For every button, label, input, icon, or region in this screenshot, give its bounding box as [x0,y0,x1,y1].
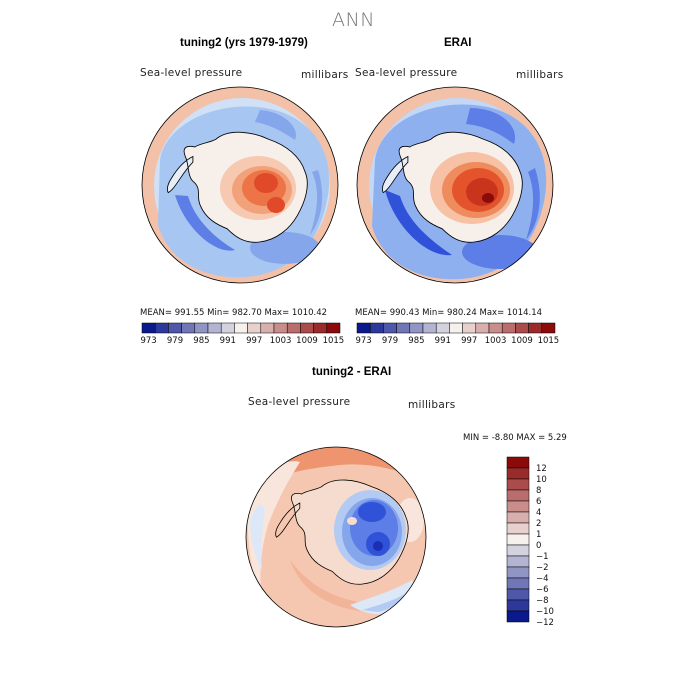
p3-colorbar-swatch [506,599,530,612]
p2-colorbar-label: 1009 [511,336,533,346]
p3-colorbar-label: 0 [536,541,541,551]
p3-colorbar-label: 1 [536,530,541,540]
p1-colorbar-swatch [313,322,328,334]
p2-colorbar-label: 973 [355,336,371,346]
p1-colorbar-swatch [181,322,196,334]
p1-colorbar-swatch [194,322,209,334]
p2-colorbar-swatch [409,322,424,334]
panel-3-units-label: millibars [408,399,456,411]
panel-1-variable-label: Sea-level pressure [140,67,243,79]
p1-colorbar-label: 979 [167,336,183,346]
p2-colorbar-swatch [422,322,437,334]
p1-colorbar-label: 991 [220,336,236,346]
p1-colorbar-label: 1015 [323,336,345,346]
p1-colorbar-swatch [234,322,248,334]
p1-colorbar-swatch [207,322,222,334]
p1-colorbar-swatch [273,322,288,334]
p2-colorbar-swatch [515,322,529,334]
p1-colorbar-swatch [168,322,182,334]
panel-1-colorbar: 973 979 985 991 997 1003 1009 1015 [140,322,345,346]
p2-colorbar-label: 991 [435,336,451,346]
panel-2-units-label: millibars [516,69,564,81]
panel-3-stats: MIN = -8.80 MAX = 5.29 [463,433,567,443]
p3-colorbar-swatch [506,456,530,469]
p2-colorbar-swatch [383,322,397,334]
p1-colorbar-swatch [286,322,301,334]
figure-title: ANN [332,9,375,31]
p2-colorbar-swatch [369,322,384,334]
p2-colorbar-swatch [396,322,411,334]
p2-colorbar-swatch [356,322,371,334]
panel-2-variable-label: Sea-level pressure [355,67,458,79]
p3-colorbar-label: −4 [536,574,549,584]
p2-colorbar-swatch [488,322,503,334]
p1-colorbar-label: 1003 [270,336,292,346]
p2-colorbar-label: 985 [408,336,424,346]
p2-colorbar-swatch [449,322,463,334]
p1-colorbar-swatch [154,322,169,334]
p3-colorbar-swatch [506,467,530,480]
p3-colorbar-label: 12 [536,464,547,474]
p1-colorbar-swatch [260,322,275,334]
panel-3-title: tuning2 - ERAI [312,366,392,378]
p2-colorbar-swatch [475,322,490,334]
p2-colorbar-swatch [462,322,477,334]
p1-colorbar-swatch [326,322,341,334]
panel-1-map [141,86,339,284]
p3-colorbar-label: −1 [536,552,549,562]
p1-colorbar-label: 985 [193,336,209,346]
p2-colorbar-swatch [541,322,556,334]
p3-colorbar-swatch [506,555,530,568]
p3-colorbar-swatch [506,478,530,491]
p3-colorbar-label: −6 [536,585,549,595]
p1-colorbar-swatch [141,322,156,334]
p1-colorbar-label: 973 [140,336,156,346]
p3-colorbar-swatch [506,522,530,535]
p3-colorbar-label: 10 [536,475,547,485]
p3-colorbar-label: 6 [536,497,541,507]
p2-colorbar-swatch [501,322,516,334]
panel-3-map [245,446,427,628]
panel-1-units-label: millibars [301,69,349,81]
p3-colorbar-label: −2 [536,563,549,573]
p3-colorbar-swatch [506,610,530,623]
p3-colorbar-label: −10 [536,607,554,617]
p3-colorbar-swatch [506,489,530,502]
panel-1-title: tuning2 (yrs 1979-1979) [180,37,308,49]
panel-2-stats: MEAN= 990.43 Min= 980.24 Max= 1014.14 [355,308,543,318]
p3-colorbar-swatch [506,533,530,546]
p1-colorbar-swatch [300,322,314,334]
p3-colorbar-swatch [506,500,530,513]
p1-colorbar-swatch [220,322,235,334]
p2-colorbar-label: 997 [461,336,477,346]
p3-colorbar-swatch [506,577,530,590]
p1-colorbar-label: 997 [246,336,262,346]
p3-colorbar-swatch [506,544,530,557]
p2-colorbar-swatch [528,322,543,334]
p2-colorbar-label: 1003 [485,336,507,346]
p3-colorbar-swatch [506,566,530,579]
p1-colorbar-label: 1009 [296,336,318,346]
p3-colorbar-label: 4 [536,508,541,518]
p3-colorbar-label: −12 [536,618,554,628]
p3-colorbar-swatch [506,511,530,524]
p3-colorbar-label: −8 [536,596,549,606]
p2-colorbar-swatch [435,322,450,334]
p3-colorbar-label: 8 [536,486,541,496]
p3-colorbar-swatch [506,588,530,601]
panel-2-colorbar: 973 979 985 991 997 1003 1009 1015 [355,322,560,346]
panel-1-stats: MEAN= 991.55 Min= 982.70 Max= 1010.42 [140,308,328,318]
p3-colorbar-label: 2 [536,519,541,529]
p2-colorbar-label: 1015 [538,336,560,346]
p2-colorbar-label: 979 [382,336,398,346]
p1-colorbar-swatch [247,322,262,334]
panel-2-title: ERAI [444,37,472,49]
panel-3-variable-label: Sea-level pressure [248,396,351,408]
panel-2-map [356,86,554,284]
